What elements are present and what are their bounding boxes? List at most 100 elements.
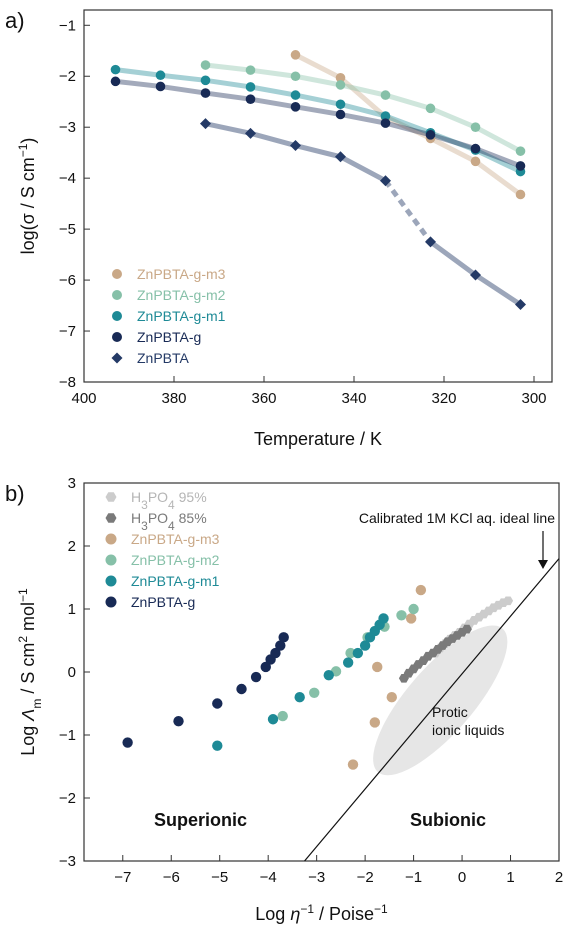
data-point — [515, 146, 526, 156]
data-point — [335, 80, 346, 90]
chart-b-x-tick-label: 0 — [458, 869, 466, 886]
data-point — [380, 90, 391, 100]
legend-label: ZnPBTA-g-m2 — [137, 287, 226, 303]
ideal-line — [304, 558, 560, 862]
data-point — [173, 715, 184, 727]
chart-b-x-tick-label: −3 — [308, 869, 325, 886]
legend-label: ZnPBTA-g-m2 — [131, 552, 220, 568]
legend-label: ZnPBTA-g — [131, 594, 195, 610]
legend-marker — [112, 311, 122, 321]
data-point — [372, 661, 383, 673]
chart-b-walden-plot: −7 −6 −5 −4 −3 −2 −1 0 1 2 −3 −2 −1 0 1 2 3 Calibrated 1M… — [16, 475, 563, 924]
data-point — [335, 99, 346, 110]
chart-a-frame — [83, 9, 553, 383]
data-point — [470, 269, 481, 281]
ideal-line-label: Calibrated 1M KCl aq. ideal line — [359, 510, 555, 526]
region-label-superionic: Superionic — [154, 810, 247, 830]
data-point — [275, 640, 286, 651]
chart-a-x-tick-label: 320 — [431, 390, 456, 407]
data-point — [470, 122, 481, 133]
data-point — [270, 647, 281, 659]
data-point — [415, 584, 427, 596]
chart-b-y-tick-label: −3 — [59, 853, 76, 870]
data-point — [386, 692, 397, 703]
legend-label: ZnPBTA-g-m1 — [131, 573, 220, 589]
chart-a-x-tick-label: 340 — [341, 390, 366, 407]
ellipse-label: Protic — [432, 704, 468, 720]
series-line — [203, 121, 388, 184]
data-point — [290, 90, 301, 100]
data-point — [515, 299, 526, 311]
data-point — [155, 81, 166, 92]
legend-marker — [105, 554, 117, 566]
data-point — [359, 640, 371, 651]
data-point — [425, 130, 436, 140]
data-point — [470, 156, 481, 167]
data-point — [212, 698, 223, 709]
chart-b-x-tick-label: 2 — [555, 869, 563, 886]
data-point — [290, 102, 301, 112]
chart-b-y-tick-label: 3 — [68, 475, 76, 492]
data-point — [290, 140, 301, 152]
chart-a-conductivity: 400 380 360 340 320 300 −8 −7 −6 −5 −4 −3 −2 −1 ZnPBTA… — [16, 9, 553, 449]
data-point — [110, 76, 121, 87]
data-point — [290, 50, 301, 60]
legend-label: ZnPBTA-g — [137, 329, 201, 345]
legend-marker — [105, 596, 117, 608]
region-label-subionic: Subionic — [410, 810, 486, 830]
data-point — [378, 613, 389, 624]
data-point — [380, 118, 391, 128]
chart-a-y-tick-label: −8 — [59, 374, 76, 391]
data-point — [405, 613, 417, 624]
data-point — [250, 671, 262, 683]
legend-label: H3PO4 95% — [131, 489, 207, 512]
data-point — [200, 118, 211, 130]
x-axis-label-b: Log η−1 / Poise−1 — [255, 902, 388, 924]
chart-a-x-tick-label: 380 — [161, 390, 186, 407]
chart-a-y-tick-label: −5 — [59, 221, 76, 238]
chart-b-x-tick-label: −4 — [260, 869, 277, 886]
chart-a-y-tick-label: −3 — [59, 119, 76, 136]
data-point — [155, 70, 166, 81]
data-point — [245, 94, 256, 104]
data-point — [278, 632, 289, 643]
data-point — [380, 175, 391, 187]
data-point — [323, 669, 334, 681]
chart-b-y-tick-label: 1 — [68, 601, 76, 618]
legend-label: ZnPBTA-g-m1 — [137, 308, 226, 324]
series-line — [293, 52, 523, 197]
legend-label: ZnPBTA-g-m3 — [137, 266, 226, 282]
chart-b-x-tick-label: −6 — [163, 869, 180, 886]
legend-marker — [105, 492, 117, 502]
data-point — [200, 75, 211, 86]
data-point — [515, 161, 526, 171]
chart-a-y-tick-label: −6 — [59, 272, 76, 289]
y-axis-label-b: Log Λm / S cm2 mol−1 — [16, 588, 44, 756]
chart-b-x-tick-label: −7 — [114, 869, 131, 886]
panel-label-a: a) — [5, 8, 25, 33]
data-point — [461, 624, 472, 634]
ellipse-label: ionic liquids — [432, 722, 504, 738]
data-point — [335, 72, 346, 83]
legend-marker — [112, 332, 122, 342]
chart-a-y-tick-label: −7 — [59, 323, 76, 340]
data-point — [342, 657, 354, 668]
data-point — [503, 596, 514, 606]
data-point — [352, 647, 364, 659]
data-point — [277, 710, 288, 722]
data-point — [122, 737, 133, 748]
data-point — [267, 714, 279, 725]
legend-marker — [112, 269, 122, 279]
legend-marker — [105, 533, 117, 545]
data-point — [335, 109, 346, 120]
data-point — [294, 692, 305, 703]
data-point — [309, 687, 320, 698]
data-point — [396, 610, 407, 621]
series-line-dashed — [383, 179, 433, 244]
data-point — [345, 647, 356, 659]
panel-label-b: b) — [5, 481, 25, 506]
legend-marker — [105, 513, 117, 523]
data-point — [425, 236, 436, 248]
data-point — [245, 65, 256, 75]
